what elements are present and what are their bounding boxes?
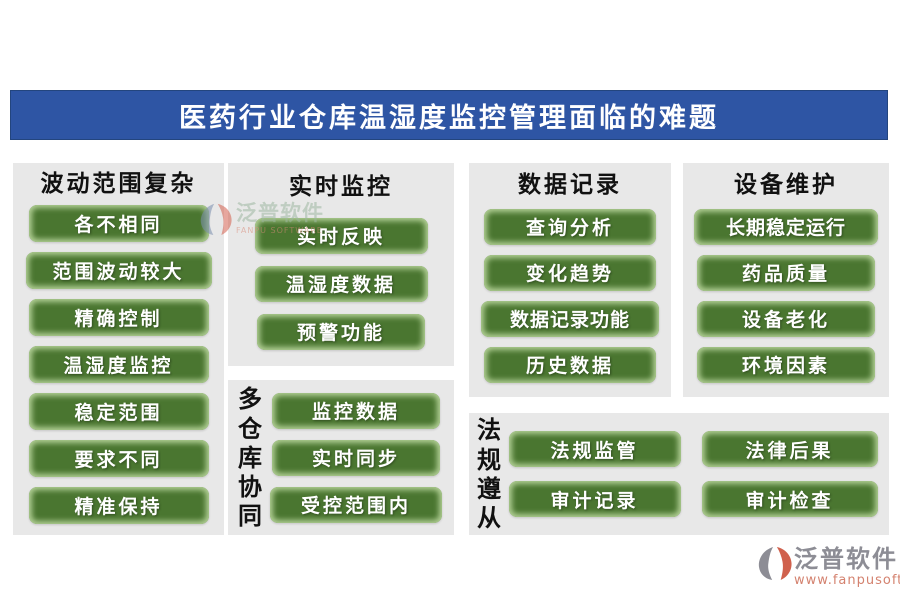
footer-brand-text: 泛普软件 (794, 545, 898, 573)
panel-realtime-buttons: 实时反映 温湿度数据 预警功能 (254, 217, 428, 350)
tag-button[interactable]: 设备老化 (697, 300, 875, 337)
panel-fluctuation-header: 波动范围复杂 (40, 170, 197, 197)
tag-button[interactable]: 长期稳定运行 (694, 208, 878, 245)
panel-equipment-buttons: 长期稳定运行 药品质量 设备老化 环境因素 (694, 208, 878, 383)
tag-button[interactable]: 要求不同 (28, 439, 209, 477)
tag-button[interactable]: 各不相同 (28, 204, 209, 242)
panel-data-recording: 数据记录 查询分析 变化趋势 数据记录功能 历史数据 (469, 163, 671, 397)
tag-button[interactable]: 审计检查 (701, 481, 878, 517)
panel-realtime-monitoring: 实时监控 实时反映 温湿度数据 预警功能 (228, 163, 454, 366)
tag-button[interactable]: 数据记录功能 (481, 300, 659, 337)
tag-button[interactable]: 温湿度监控 (28, 345, 209, 383)
panel-realtime-header: 实时监控 (289, 173, 393, 200)
footer-url-text: www.fanpusoft.com (794, 573, 900, 589)
tag-button[interactable]: 法规监管 (508, 431, 681, 467)
panel-multi-warehouse-header: 多仓库协同 (238, 384, 262, 531)
tag-button[interactable]: 实时同步 (272, 439, 440, 476)
panel-fluctuation-range: 波动范围复杂 各不相同 范围波动较大 精确控制 温湿度监控 稳定范围 要求不同 … (13, 163, 224, 535)
panel-compliance-header: 法规遵从 (477, 415, 501, 533)
tag-button[interactable]: 历史数据 (484, 346, 656, 383)
tag-button[interactable]: 查询分析 (484, 208, 656, 245)
tag-button[interactable]: 预警功能 (257, 313, 425, 350)
panel-equipment-header: 设备维护 (734, 171, 838, 198)
panel-compliance-buttons: 法规监管 法律后果 审计记录 审计检查 (503, 431, 881, 517)
tag-button[interactable]: 药品质量 (697, 254, 875, 291)
tag-button[interactable]: 环境因素 (697, 346, 875, 383)
tag-button[interactable]: 精确控制 (28, 298, 209, 336)
panel-compliance: 法规遵从 法规监管 法律后果 审计记录 审计检查 (469, 413, 889, 535)
fanpu-footer-logo: 泛普软件 www.fanpusoft.com (758, 546, 900, 588)
fanpu-swirl-icon (758, 546, 792, 584)
tag-button[interactable]: 监控数据 (272, 392, 440, 429)
panel-data-record-header: 数据记录 (518, 171, 622, 198)
panel-fluctuation-buttons: 各不相同 范围波动较大 精确控制 温湿度监控 稳定范围 要求不同 精准保持 (25, 204, 212, 524)
tag-button[interactable]: 温湿度数据 (254, 265, 428, 302)
tag-button[interactable]: 法律后果 (701, 431, 878, 467)
page-title: 医药行业仓库温湿度监控管理面临的难题 (10, 90, 888, 140)
tag-button[interactable]: 精准保持 (28, 486, 209, 524)
panel-data-record-buttons: 查询分析 变化趋势 数据记录功能 历史数据 (481, 208, 659, 383)
tag-button[interactable]: 范围波动较大 (25, 251, 212, 289)
panel-equipment-maintenance: 设备维护 长期稳定运行 药品质量 设备老化 环境因素 (683, 163, 889, 397)
tag-button[interactable]: 实时反映 (254, 217, 428, 254)
tag-button[interactable]: 变化趋势 (484, 254, 656, 291)
tag-button[interactable]: 受控范围内 (270, 486, 442, 523)
panel-multi-warehouse: 多仓库协同 监控数据 实时同步 受控范围内 (228, 380, 454, 535)
panel-multi-warehouse-buttons: 监控数据 实时同步 受控范围内 (264, 392, 448, 523)
tag-button[interactable]: 稳定范围 (28, 392, 209, 430)
tag-button[interactable]: 审计记录 (508, 481, 681, 517)
